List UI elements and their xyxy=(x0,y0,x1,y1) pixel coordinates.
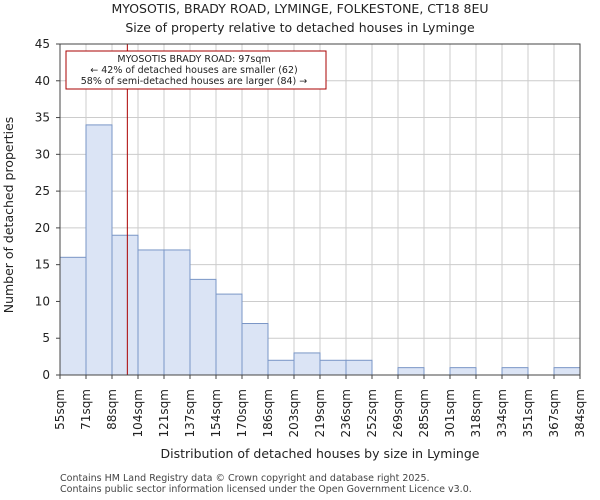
y-axis-title: Number of detached properties xyxy=(1,117,16,314)
bar-301sqm xyxy=(449,367,477,376)
y-tick-label: 25 xyxy=(35,184,50,198)
x-tick-label: 55sqm xyxy=(53,389,67,430)
x-tick-label: 285sqm xyxy=(417,389,431,437)
bar-186sqm xyxy=(267,359,295,376)
x-tick-label: 384sqm xyxy=(573,389,587,437)
x-tick-label: 219sqm xyxy=(313,389,327,437)
x-tick-label: 186sqm xyxy=(261,389,275,437)
y-tick-label: 5 xyxy=(42,331,50,345)
x-tick-label: 71sqm xyxy=(79,389,93,430)
bar-203sqm xyxy=(293,352,321,376)
annotation-box xyxy=(65,50,327,90)
x-tick-label: 137sqm xyxy=(183,389,197,437)
x-axis-title: Distribution of detached houses by size … xyxy=(161,446,480,461)
y-tick-label: 10 xyxy=(35,294,50,308)
annotation-line-2: ← 42% of detached houses are smaller (62… xyxy=(90,65,297,76)
y-tick-label: 35 xyxy=(35,111,50,125)
x-axis-ticks: 55sqm 71sqm 88sqm 104sqm 121sqm 137sqm 154sqm 1… xyxy=(53,375,587,437)
x-tick-label: 318sqm xyxy=(469,389,483,437)
x-tick-label: 351sqm xyxy=(521,389,535,437)
y-tick-label: 15 xyxy=(35,258,50,272)
x-tick-label: 334sqm xyxy=(495,389,509,437)
x-tick-label: 269sqm xyxy=(391,389,405,437)
x-tick-label: 203sqm xyxy=(287,389,301,437)
bar-104sqm xyxy=(137,249,165,376)
y-tick-label: 0 xyxy=(42,368,50,382)
x-tick-label: 252sqm xyxy=(365,389,379,437)
bars xyxy=(59,124,581,376)
bar-55sqm xyxy=(59,256,87,376)
x-tick-label: 170sqm xyxy=(235,389,249,437)
x-tick-label: 104sqm xyxy=(131,389,145,437)
bar-170sqm xyxy=(241,323,269,376)
x-tick-label: 88sqm xyxy=(105,389,119,430)
bar-236sqm xyxy=(345,359,373,376)
chart-title: MYOSOTIS, BRADY ROAD, LYMINGE, FOLKESTON… xyxy=(111,1,488,16)
bar-219sqm xyxy=(319,359,347,376)
y-axis-ticks: 0 5 10 15 20 25 30 35 40 45 xyxy=(35,37,60,382)
y-tick-label: 20 xyxy=(35,221,50,235)
bar-88sqm xyxy=(111,234,139,376)
bar-269sqm xyxy=(397,367,425,376)
footer-line-1: Contains HM Land Registry data © Crown c… xyxy=(60,473,430,484)
property-marker: MYOSOTIS BRADY ROAD: 97sqm← 42% of detac… xyxy=(65,44,327,375)
bar-154sqm xyxy=(215,293,243,376)
bar-334sqm xyxy=(501,367,529,376)
x-tick-label: 236sqm xyxy=(339,389,353,437)
annotation-line-3: 58% of semi-detached houses are larger (… xyxy=(81,76,308,87)
bar-121sqm xyxy=(163,249,191,376)
bar-137sqm xyxy=(189,278,217,376)
x-tick-label: 301sqm xyxy=(443,389,457,437)
footer-line-2: Contains public sector information licen… xyxy=(60,484,472,495)
y-tick-label: 40 xyxy=(35,74,50,88)
annotation-line-1: MYOSOTIS BRADY ROAD: 97sqm xyxy=(117,54,270,65)
x-tick-label: 367sqm xyxy=(547,389,561,437)
chart-subtitle: Size of property relative to detached ho… xyxy=(125,20,475,35)
x-tick-label: 154sqm xyxy=(209,389,223,437)
x-tick-label: 121sqm xyxy=(157,389,171,437)
y-tick-label: 30 xyxy=(35,147,50,161)
bar-367sqm xyxy=(553,367,581,376)
bar-71sqm xyxy=(85,124,113,376)
y-tick-label: 45 xyxy=(35,37,50,51)
